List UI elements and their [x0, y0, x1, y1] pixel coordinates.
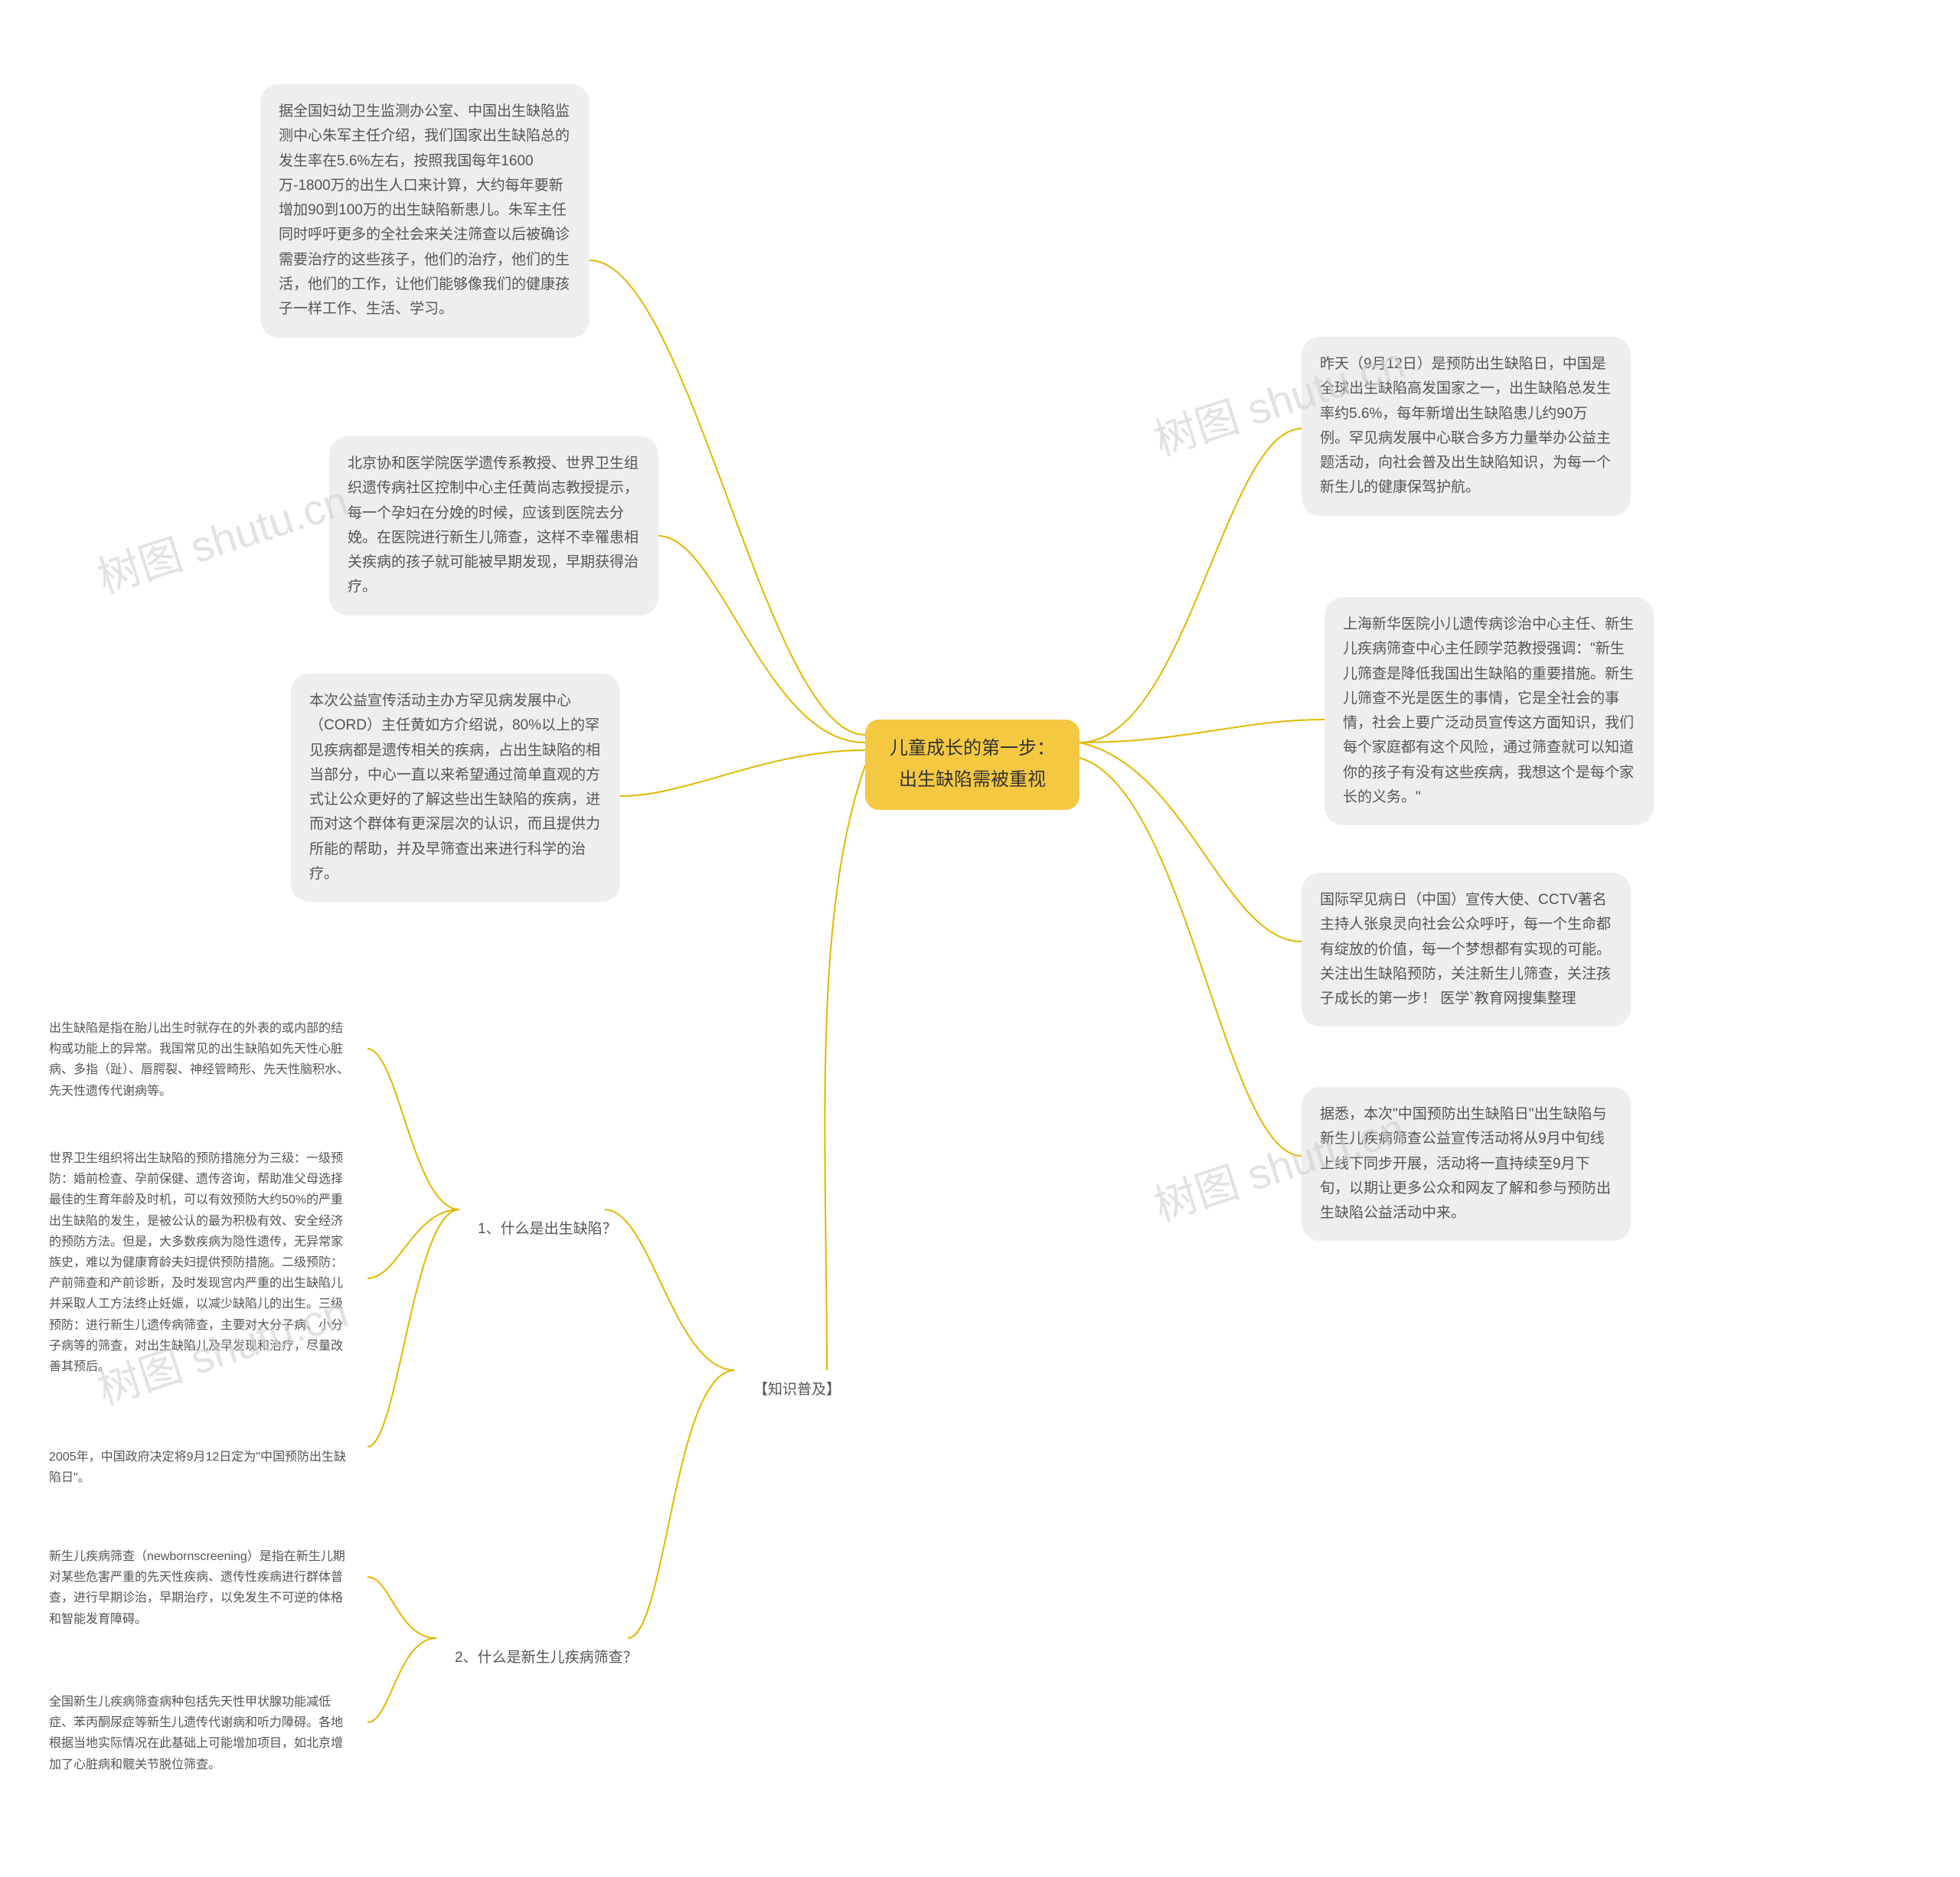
- edge-1: [1080, 720, 1325, 743]
- edge-2: [1080, 743, 1302, 942]
- edge-11: [368, 1209, 459, 1278]
- knowledge-sub-k1: 1、什么是出生缺陷？: [459, 1202, 635, 1257]
- left-bubble-l1: 据全国妇幼卫生监测办公室、中国出生缺陷监测中心朱军主任介绍，我们国家出生缺陷总的…: [260, 84, 590, 338]
- knowledge-sub-k2: 2、什么是新生儿疾病筛查？: [436, 1631, 656, 1686]
- edge-13: [368, 1577, 436, 1638]
- knowledge-leaf-k1-0: 出生缺陷是指在胎儿出生时就存在的外表的或内部的结构或功能上的异常。我国常见的出生…: [31, 1003, 368, 1117]
- center-node: 儿童成长的第一步：出生缺陷需被重视: [865, 720, 1080, 810]
- edge-6: [620, 750, 865, 796]
- left-bubble-l2: 北京协和医学院医学遗传系教授、世界卫生组织遗传病社区控制中心主任黄尚志教授提示，…: [329, 436, 658, 615]
- edge-0: [1080, 429, 1302, 743]
- knowledge-leaf-k1-1: 世界卫生组织将出生缺陷的预防措施分为三级：一级预防：婚前检查、孕前保健、遗传咨询…: [31, 1133, 368, 1392]
- right-bubble-r2: 上海新华医院小儿遗传病诊治中心主任、新生儿疾病筛查中心主任顾学范教授强调："新生…: [1325, 597, 1654, 825]
- left-bubble-l3: 本次公益宣传活动主办方罕见病发展中心（CORD）主任黄如方介绍说，80%以上的罕…: [291, 674, 620, 902]
- right-bubble-r1: 昨天（9月12日）是预防出生缺陷日，中国是全球出生缺陷高发国家之一，出生缺陷总发…: [1302, 337, 1631, 516]
- edge-10: [368, 1049, 459, 1209]
- knowledge-label: 【知识普及】: [735, 1363, 859, 1418]
- edge-3: [1080, 758, 1302, 1156]
- knowledge-leaf-k2-1: 全国新生儿疾病筛查病种包括先天性甲状腺功能减低症、苯丙酮尿症等新生儿遗传代谢病和…: [31, 1676, 368, 1790]
- edge-5: [658, 536, 865, 743]
- edge-7: [825, 765, 865, 1370]
- right-bubble-r3: 国际罕见病日（中国）宣传大使、CCTV著名主持人张泉灵向社会公众呼吁，每一个生命…: [1302, 873, 1631, 1027]
- edge-9: [628, 1370, 735, 1638]
- knowledge-leaf-k2-0: 新生儿疾病筛查（newbornscreening）是指在新生儿期对某些危害严重的…: [31, 1531, 368, 1645]
- knowledge-leaf-k1-2: 2005年，中国政府决定将9月12日定为"中国预防出生缺陷日"。: [31, 1431, 368, 1503]
- right-bubble-r4: 据悉，本次"中国预防出生缺陷日"出生缺陷与新生儿疾病筛查公益宣传活动将从9月中旬…: [1302, 1087, 1631, 1241]
- edge-12: [368, 1209, 459, 1447]
- edge-14: [368, 1638, 436, 1722]
- watermark-0: 树图 shutu.cn: [89, 467, 355, 606]
